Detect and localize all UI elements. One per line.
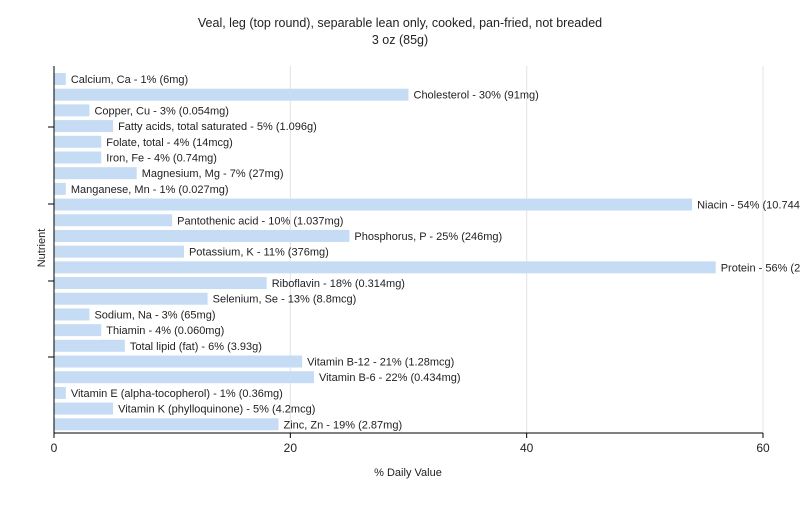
bar-label: Manganese, Mn - 1% (0.027mg) — [71, 184, 229, 196]
bar — [54, 88, 409, 101]
bar-label: Iron, Fe - 4% (0.74mg) — [106, 152, 217, 164]
bar — [54, 324, 102, 337]
bar — [54, 371, 314, 384]
bar — [54, 418, 279, 431]
bar-label: Cholesterol - 30% (91mg) — [414, 90, 539, 102]
bar — [54, 339, 125, 352]
bar-label: Magnesium, Mg - 7% (27mg) — [142, 168, 284, 180]
chart-title: Veal, leg (top round), separable lean on… — [198, 16, 602, 30]
bar-label: Sodium, Na - 3% (65mg) — [94, 309, 215, 321]
bar — [54, 182, 66, 195]
bar-label: Protein - 56% (28.19g) — [721, 262, 800, 274]
x-axis-label: % Daily Value — [374, 467, 442, 479]
bar — [54, 355, 303, 368]
bar-label: Vitamin E (alpha-tocopherol) - 1% (0.36m… — [71, 388, 283, 400]
bar — [54, 402, 114, 415]
bar — [54, 214, 173, 227]
bar-label: Copper, Cu - 3% (0.054mg) — [94, 105, 229, 117]
bar-label: Potassium, K - 11% (376mg) — [189, 247, 329, 259]
bar-label: Phosphorus, P - 25% (246mg) — [354, 231, 502, 243]
bar — [54, 245, 184, 258]
x-tick-label: 0 — [51, 441, 58, 455]
x-tick-label: 60 — [756, 441, 770, 455]
bar — [54, 167, 137, 180]
bar — [54, 104, 90, 117]
plot-area: Calcium, Ca - 1% (6mg) Cholesterol - 30% … — [48, 66, 800, 455]
bar-label: Folate, total - 4% (14mcg) — [106, 137, 233, 149]
x-tick-label: 20 — [284, 441, 298, 455]
bar — [54, 135, 102, 148]
chart-subtitle: 3 oz (85g) — [372, 33, 428, 47]
y-axis-label: Nutrient — [36, 229, 48, 268]
bar — [54, 261, 716, 274]
bar — [54, 277, 267, 290]
bar-label: Riboflavin - 18% (0.314mg) — [272, 278, 405, 290]
bar — [54, 292, 208, 305]
x-tick-label: 40 — [520, 441, 534, 455]
bar-label: Total lipid (fat) - 6% (3.93g) — [130, 341, 262, 353]
bar — [54, 229, 350, 242]
bar — [54, 120, 114, 133]
bar — [54, 308, 90, 321]
bar-label: Selenium, Se - 13% (8.8mcg) — [213, 294, 357, 306]
bar — [54, 73, 66, 85]
bar — [54, 151, 102, 164]
bar-label: Pantothenic acid - 10% (1.037mg) — [177, 215, 343, 227]
bar-label: Vitamin K (phylloquinone) - 5% (4.2mcg) — [118, 404, 315, 416]
bar — [54, 198, 693, 211]
bar-label: Calcium, Ca - 1% (6mg) — [71, 74, 188, 86]
bar-label: Zinc, Zn - 19% (2.87mg) — [284, 419, 403, 431]
bar-label: Niacin - 54% (10.744mg) — [697, 200, 800, 212]
bar-label: Vitamin B-6 - 22% (0.434mg) — [319, 372, 461, 384]
bar-label: Fatty acids, total saturated - 5% (1.096… — [118, 121, 317, 133]
bar-label: Thiamin - 4% (0.060mg) — [106, 325, 224, 337]
bar-label: Vitamin B-12 - 21% (1.28mcg) — [307, 357, 454, 369]
bar — [54, 386, 66, 399]
